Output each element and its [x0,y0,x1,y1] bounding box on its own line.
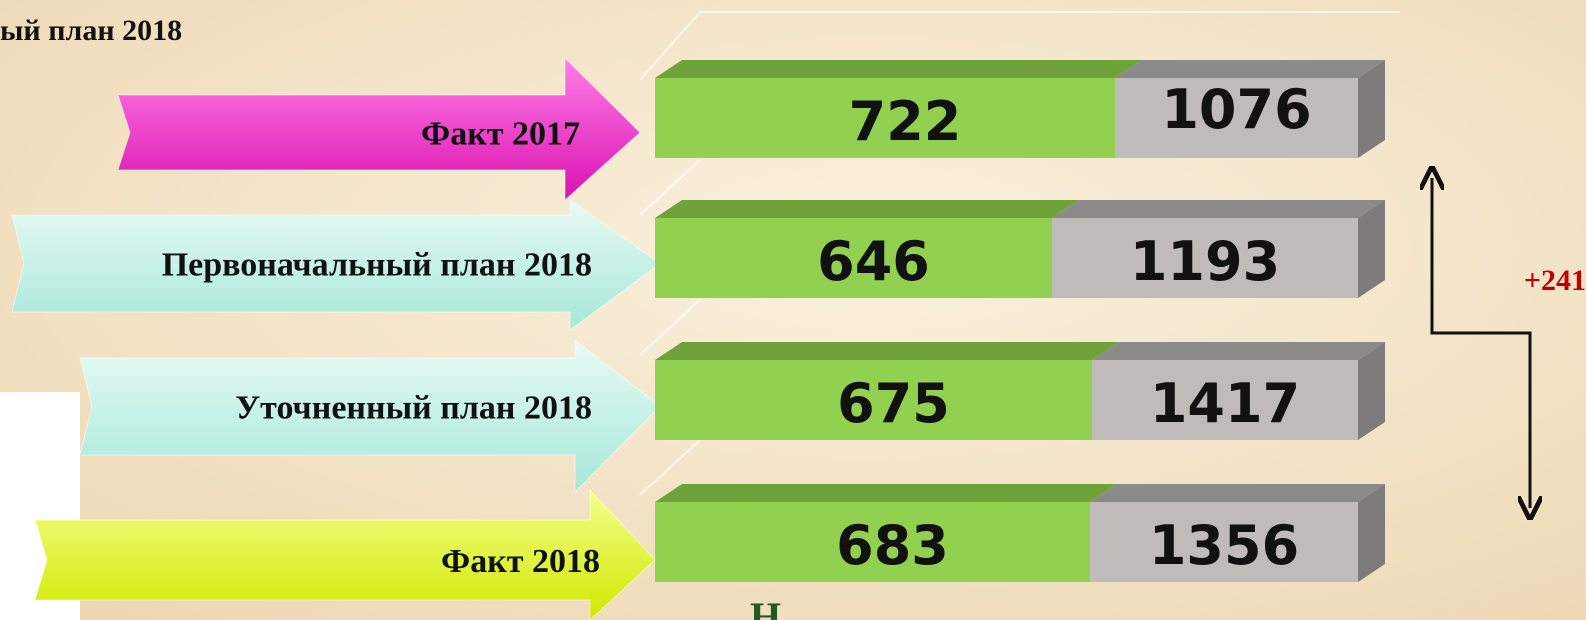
bar-side [1358,484,1385,582]
annotation: +241 [1524,264,1586,297]
value-green: 675 [837,372,950,435]
bar-side [1358,200,1385,298]
title: ый план 2018 [0,14,182,47]
change-arrow [1432,178,1530,508]
bar-gray [1092,360,1358,440]
row-label: Уточненный план 2018 [235,390,592,427]
bar-top-green [655,60,1142,78]
bar-top-gray [1052,200,1385,218]
bar-top-gray [1115,60,1385,78]
bar-top-green [655,484,1117,502]
row-arrow [117,56,641,202]
bar-green [655,78,1115,158]
value-green: 683 [836,514,949,577]
bar-side [1358,342,1385,440]
row-arrow [79,338,661,494]
bar-top-green [655,342,1119,360]
bar-green [655,218,1052,298]
row-arrow [11,199,661,331]
decor-lines [639,11,1400,496]
value-gray: 1356 [1149,514,1299,577]
value-gray: 1193 [1130,230,1280,293]
row-arrow [34,488,656,620]
bar-gray [1090,502,1358,582]
row-label: Факт 2017 [421,116,580,153]
row-label: Первоначальный план 2018 [162,247,592,284]
value-gray: 1076 [1161,78,1311,141]
bar-top-gray [1092,342,1385,360]
footer: Н [750,594,781,620]
value-green: 646 [817,230,930,293]
bar-green [655,360,1092,440]
row-label: Факт 2018 [441,543,600,580]
bar-side [1358,60,1385,158]
bar-gray [1115,78,1358,158]
bar-gray [1052,218,1358,298]
bar-green [655,502,1090,582]
bar-top-green [655,200,1079,218]
value-green: 722 [849,90,962,153]
value-gray: 1417 [1150,372,1300,435]
bar-top-gray [1090,484,1385,502]
